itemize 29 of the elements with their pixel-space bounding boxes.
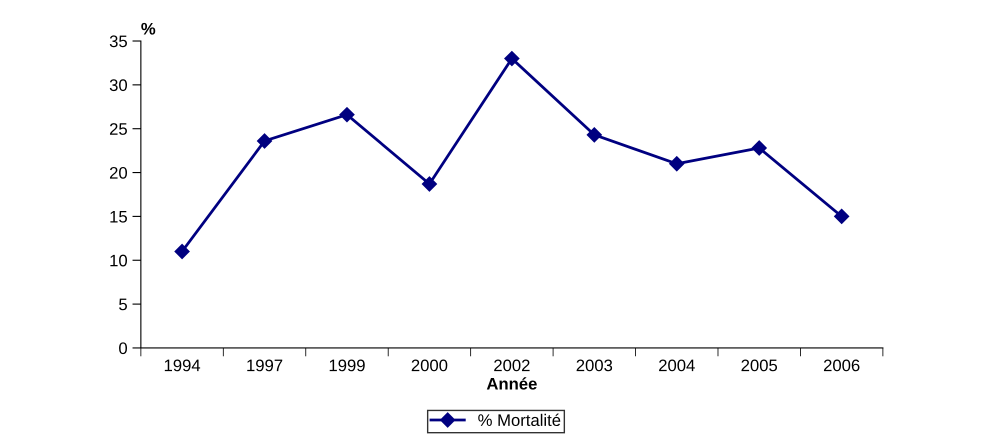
point — [339, 107, 355, 122]
x-tick-label: 2003 — [576, 360, 612, 372]
point — [504, 50, 520, 66]
point — [256, 133, 272, 149]
y-tick-label: 30 — [110, 79, 128, 92]
x-tick-label: 1994 — [164, 360, 200, 372]
x-tick-label: 2004 — [659, 360, 695, 372]
x-axis-title: Année — [486, 377, 537, 390]
x-tick-label: 2002 — [494, 360, 530, 372]
y-tick-label: 15 — [110, 210, 127, 223]
x-tick-label: 1999 — [330, 360, 365, 372]
y-tick-label: 35 — [110, 35, 127, 48]
x-tick-label: 2006 — [824, 360, 860, 372]
y-tick-label: 5 — [119, 298, 127, 310]
point — [669, 156, 684, 172]
point — [752, 140, 767, 156]
y-tick-label: 25 — [110, 123, 127, 135]
x-tick-label: 1997 — [247, 360, 282, 372]
x-tick-label: 2000 — [412, 360, 448, 372]
y-tick-label: 10 — [110, 254, 128, 266]
point — [422, 176, 437, 192]
point — [834, 208, 850, 224]
point — [586, 127, 602, 142]
x-tick-label: 2005 — [742, 360, 778, 372]
point — [174, 244, 190, 260]
y-axis-title: % — [141, 22, 156, 35]
y-tick-label: 20 — [110, 166, 128, 179]
legend-label: % Mortalité — [478, 414, 560, 426]
y-tick-label: 0 — [119, 342, 128, 354]
